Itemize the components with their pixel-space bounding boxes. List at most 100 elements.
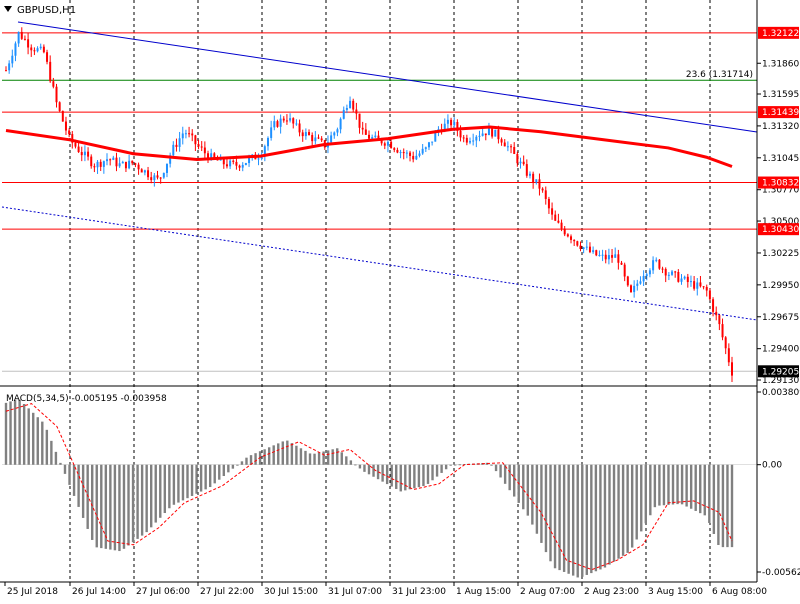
candle-body bbox=[528, 173, 531, 176]
candle-body bbox=[317, 137, 320, 139]
candle-body bbox=[87, 151, 90, 157]
macd-bar bbox=[27, 408, 30, 465]
candle-body bbox=[724, 337, 727, 349]
candle-body bbox=[11, 55, 14, 64]
candle-body bbox=[595, 250, 598, 256]
candle-body bbox=[118, 163, 121, 167]
candle-body bbox=[99, 161, 102, 167]
candle-body bbox=[390, 141, 393, 149]
axis-tick-label: 1.29675 bbox=[762, 313, 799, 323]
macd-bar bbox=[190, 464, 194, 496]
horizontal-levels[interactable] bbox=[2, 32, 757, 230]
macd-bar bbox=[245, 457, 248, 465]
macd-bar bbox=[81, 464, 85, 518]
macd-bar bbox=[562, 464, 566, 572]
trendlines[interactable] bbox=[1, 21, 758, 321]
level-price-label: 1.30832 bbox=[762, 179, 799, 189]
macd-bar bbox=[354, 464, 357, 466]
candle-body bbox=[320, 138, 323, 141]
macd-bar bbox=[408, 464, 412, 490]
candle-body bbox=[487, 127, 490, 136]
candle-body bbox=[162, 172, 165, 178]
macd-bar bbox=[449, 464, 452, 466]
candle-body bbox=[427, 142, 430, 148]
candle-body bbox=[611, 255, 614, 258]
macd-bar bbox=[18, 399, 21, 465]
macd-bar bbox=[399, 464, 402, 492]
candle-body bbox=[598, 255, 601, 257]
macd-bar bbox=[717, 464, 720, 545]
macd-bar bbox=[240, 461, 244, 465]
candle-body bbox=[232, 160, 235, 162]
candle-body bbox=[626, 276, 629, 286]
triangle-down-icon[interactable] bbox=[4, 6, 12, 12]
candle-body bbox=[715, 311, 718, 316]
candle-body bbox=[554, 214, 557, 221]
candle-body bbox=[55, 86, 58, 103]
symbol-title[interactable]: GBPUSD,H1 bbox=[4, 5, 76, 16]
macd-bar bbox=[640, 464, 643, 532]
candle-body bbox=[475, 136, 478, 141]
candle-body bbox=[421, 148, 424, 154]
macd-bar bbox=[218, 464, 221, 480]
candle-body bbox=[90, 156, 93, 167]
candle-body bbox=[339, 118, 342, 130]
macd-bar bbox=[494, 464, 498, 472]
time-tick-label: 2 Aug 07:00 bbox=[520, 587, 575, 597]
fibo-label: 23.6 (1.31714) bbox=[686, 70, 753, 80]
macd-bar bbox=[621, 464, 625, 556]
macd-bar bbox=[581, 464, 584, 577]
candle-body bbox=[210, 153, 213, 160]
level-price-box bbox=[758, 106, 799, 119]
macd-bar bbox=[671, 464, 675, 505]
macd-bar bbox=[612, 464, 616, 562]
macd-bar bbox=[730, 464, 734, 548]
macd-bar bbox=[222, 464, 225, 477]
candle-body bbox=[273, 121, 276, 128]
candle-body bbox=[705, 286, 708, 291]
macd-bar bbox=[317, 452, 321, 465]
macd-bar bbox=[204, 464, 207, 490]
candle-body bbox=[431, 141, 434, 143]
axis-tick-label: 1.29130 bbox=[762, 376, 799, 386]
candle-body bbox=[494, 129, 497, 137]
level-price-label: 1.32122 bbox=[762, 29, 799, 39]
candle-body bbox=[33, 50, 36, 52]
macd-bar bbox=[50, 440, 53, 465]
candle-body bbox=[64, 121, 67, 131]
macd-bar bbox=[721, 464, 725, 548]
macd-bar bbox=[150, 464, 153, 528]
candle-body bbox=[658, 259, 661, 269]
candle-body bbox=[358, 113, 361, 128]
macd-bar bbox=[122, 464, 126, 549]
trendline-lower[interactable] bbox=[1, 206, 758, 321]
macd-histogram bbox=[2, 399, 757, 578]
macd-bar bbox=[104, 464, 108, 549]
candle-body bbox=[633, 285, 636, 293]
axis-tick-label: 1.29400 bbox=[762, 345, 799, 355]
candle-body bbox=[121, 161, 124, 164]
candle-body bbox=[229, 160, 232, 167]
candle-body bbox=[443, 123, 446, 132]
macd-bar bbox=[571, 464, 575, 576]
macd-bar bbox=[299, 448, 303, 465]
candle-body bbox=[544, 190, 547, 199]
axis-tick-label: 1.31860 bbox=[762, 59, 799, 69]
macd-bar bbox=[426, 464, 430, 484]
time-tick-label: 31 Jul 07:00 bbox=[328, 587, 382, 597]
trendline-upper[interactable] bbox=[17, 21, 758, 133]
candle-body bbox=[178, 138, 181, 147]
candle-body bbox=[342, 109, 345, 119]
candle-body bbox=[197, 144, 200, 147]
time-tick-label: 27 Jul 22:00 bbox=[200, 587, 254, 597]
candle-body bbox=[639, 281, 642, 284]
macd-bar bbox=[277, 443, 280, 465]
level-price-box bbox=[758, 223, 799, 236]
candle-body bbox=[140, 169, 143, 173]
candle-body bbox=[188, 133, 191, 135]
macd-bar bbox=[553, 464, 557, 569]
macd-bar bbox=[649, 464, 652, 516]
macd-bar bbox=[689, 464, 693, 509]
